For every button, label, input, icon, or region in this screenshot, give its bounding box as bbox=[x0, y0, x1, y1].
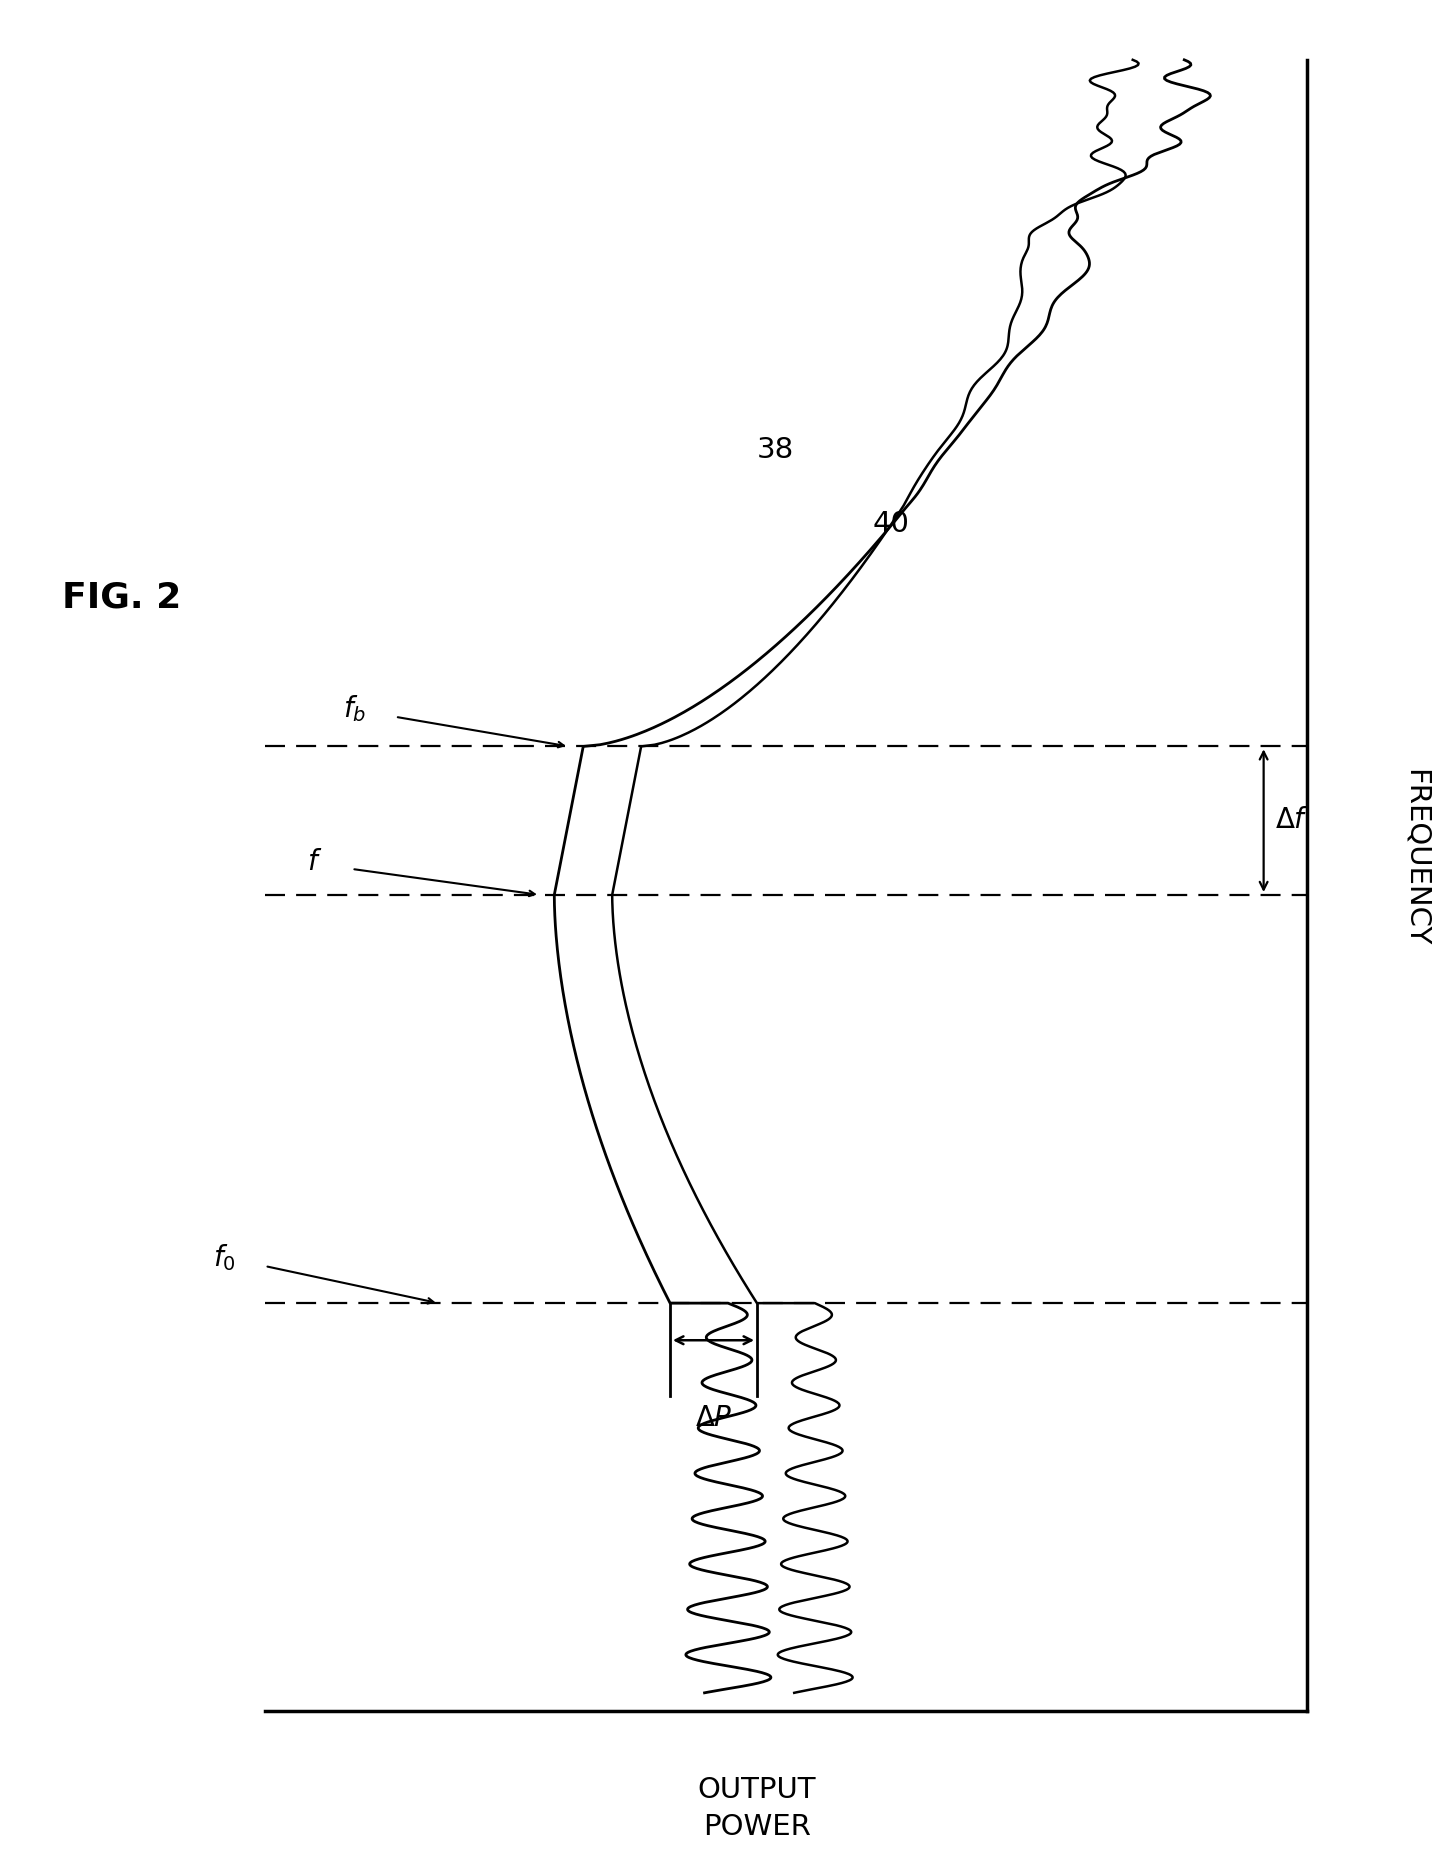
Text: $\Delta f$: $\Delta f$ bbox=[1275, 807, 1309, 835]
Text: OUTPUT
POWER: OUTPUT POWER bbox=[697, 1776, 817, 1842]
Text: $\Delta P$: $\Delta P$ bbox=[695, 1405, 732, 1432]
Text: $f_b$: $f_b$ bbox=[342, 693, 365, 725]
Text: $f$: $f$ bbox=[307, 850, 323, 876]
Text: 38: 38 bbox=[757, 436, 794, 464]
Text: $f_0$: $f_0$ bbox=[213, 1243, 236, 1273]
Text: 40: 40 bbox=[872, 509, 910, 537]
Text: FREQUENCY: FREQUENCY bbox=[1402, 770, 1430, 947]
Text: FIG. 2: FIG. 2 bbox=[63, 582, 182, 615]
